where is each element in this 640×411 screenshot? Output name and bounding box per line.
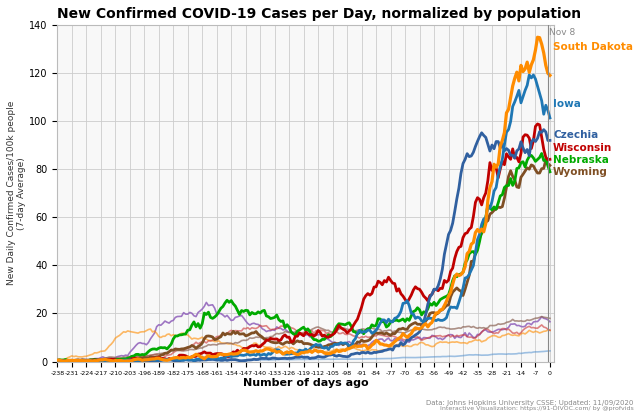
Text: Czechia: Czechia xyxy=(553,130,598,141)
Text: Nebraska: Nebraska xyxy=(553,155,609,164)
Text: Iowa: Iowa xyxy=(553,99,581,109)
Text: Interactive Visualization: https://91-DIVOC.com/ by @profvids: Interactive Visualization: https://91-DI… xyxy=(440,406,634,411)
Text: New Confirmed COVID-19 Cases per Day, normalized by population: New Confirmed COVID-19 Cases per Day, no… xyxy=(58,7,582,21)
Y-axis label: New Daily Confirmed Cases/100k people
(7-day Average): New Daily Confirmed Cases/100k people (7… xyxy=(7,101,26,285)
Text: South Dakota: South Dakota xyxy=(553,42,633,51)
X-axis label: Number of days ago: Number of days ago xyxy=(243,378,369,388)
Text: Wisconsin: Wisconsin xyxy=(553,143,612,152)
Text: Wyoming: Wyoming xyxy=(553,166,608,177)
Text: Nov 8: Nov 8 xyxy=(548,28,575,37)
Text: Data: Johns Hopkins University CSSE; Updated: 11/09/2020: Data: Johns Hopkins University CSSE; Upd… xyxy=(426,400,634,406)
